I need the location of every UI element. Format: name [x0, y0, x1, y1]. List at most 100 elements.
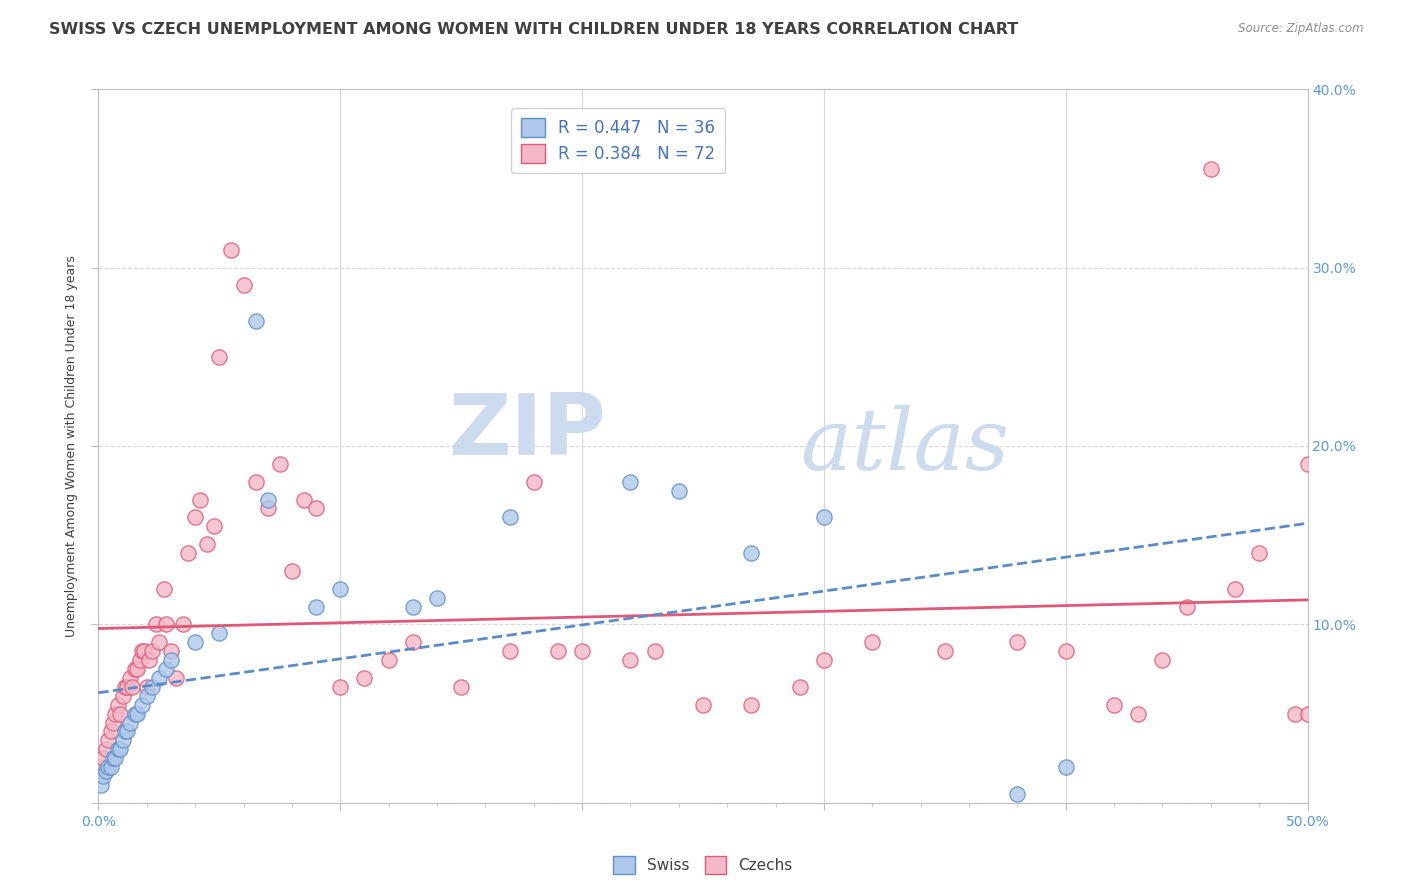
Point — [91, 769, 114, 783]
Point — [221, 243, 243, 257]
Point — [450, 680, 472, 694]
Point — [1223, 582, 1246, 596]
Point — [329, 680, 352, 694]
Point — [377, 653, 399, 667]
Point — [135, 680, 157, 694]
Point — [232, 278, 254, 293]
Point — [184, 635, 207, 649]
Point — [117, 724, 139, 739]
Point — [131, 698, 153, 712]
Point — [108, 706, 131, 721]
Point — [813, 653, 835, 667]
Point — [305, 501, 328, 516]
Point — [114, 680, 136, 694]
Point — [177, 546, 200, 560]
Point — [1249, 546, 1271, 560]
Point — [100, 724, 122, 739]
Text: SWISS VS CZECH UNEMPLOYMENT AMONG WOMEN WITH CHILDREN UNDER 18 YEARS CORRELATION: SWISS VS CZECH UNEMPLOYMENT AMONG WOMEN … — [49, 22, 1018, 37]
Point — [644, 644, 666, 658]
Point — [281, 564, 304, 578]
Point — [131, 644, 153, 658]
Point — [118, 715, 141, 730]
Point — [208, 350, 231, 364]
Point — [619, 653, 641, 667]
Point — [118, 671, 141, 685]
Point — [124, 706, 146, 721]
Point — [138, 653, 160, 667]
Point — [789, 680, 811, 694]
Point — [498, 510, 520, 524]
Point — [97, 760, 120, 774]
Point — [134, 644, 156, 658]
Point — [101, 715, 124, 730]
Point — [305, 599, 328, 614]
Point — [101, 751, 124, 765]
Point — [1054, 644, 1077, 658]
Point — [1128, 706, 1150, 721]
Point — [104, 751, 127, 765]
Legend: R = 0.447   N = 36, R = 0.384   N = 72: R = 0.447 N = 36, R = 0.384 N = 72 — [512, 108, 725, 173]
Point — [124, 662, 146, 676]
Point — [208, 626, 231, 640]
Legend: Swiss, Czechs: Swiss, Czechs — [607, 850, 799, 880]
Point — [740, 546, 762, 560]
Point — [860, 635, 883, 649]
Point — [1284, 706, 1306, 721]
Point — [117, 680, 139, 694]
Y-axis label: Unemployment Among Women with Children Under 18 years: Unemployment Among Women with Children U… — [65, 255, 79, 637]
Point — [127, 662, 149, 676]
Point — [111, 689, 134, 703]
Point — [111, 733, 134, 747]
Point — [121, 680, 143, 694]
Point — [160, 644, 183, 658]
Point — [107, 698, 129, 712]
Point — [547, 644, 569, 658]
Point — [94, 764, 117, 778]
Point — [128, 653, 150, 667]
Point — [402, 635, 425, 649]
Point — [108, 742, 131, 756]
Point — [329, 582, 352, 596]
Point — [353, 671, 375, 685]
Point — [165, 671, 187, 685]
Point — [152, 582, 174, 596]
Point — [94, 742, 117, 756]
Point — [245, 314, 267, 328]
Point — [256, 501, 278, 516]
Point — [148, 671, 170, 685]
Point — [135, 689, 157, 703]
Point — [141, 680, 163, 694]
Point — [90, 778, 112, 792]
Point — [1007, 787, 1029, 801]
Point — [402, 599, 425, 614]
Point — [91, 751, 114, 765]
Point — [1175, 599, 1198, 614]
Point — [100, 760, 122, 774]
Point — [426, 591, 449, 605]
Point — [145, 617, 167, 632]
Point — [172, 617, 194, 632]
Point — [1054, 760, 1077, 774]
Point — [619, 475, 641, 489]
Point — [1296, 706, 1319, 721]
Point — [668, 483, 690, 498]
Point — [1007, 635, 1029, 649]
Point — [160, 653, 183, 667]
Point — [114, 724, 136, 739]
Point — [740, 698, 762, 712]
Point — [571, 644, 593, 658]
Point — [1199, 162, 1222, 177]
Text: ZIP: ZIP — [449, 390, 606, 474]
Point — [204, 519, 226, 533]
Point — [195, 537, 218, 551]
Point — [256, 492, 278, 507]
Point — [155, 662, 177, 676]
Point — [1102, 698, 1125, 712]
Point — [245, 475, 267, 489]
Point — [104, 706, 127, 721]
Point — [141, 644, 163, 658]
Point — [934, 644, 956, 658]
Point — [90, 760, 112, 774]
Point — [498, 644, 520, 658]
Point — [523, 475, 546, 489]
